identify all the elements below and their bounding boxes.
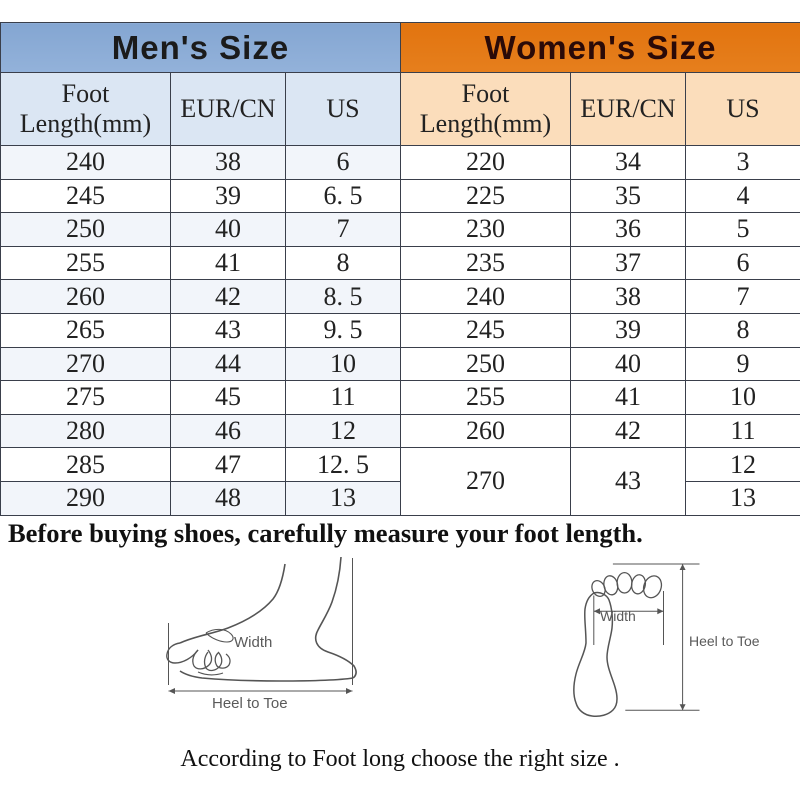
svg-text:Width: Width (234, 634, 272, 651)
svg-text:Width: Width (600, 608, 636, 624)
svg-text:Heel to Toe: Heel to Toe (689, 633, 760, 649)
svg-text:Heel to Toe: Heel to Toe (212, 695, 288, 710)
